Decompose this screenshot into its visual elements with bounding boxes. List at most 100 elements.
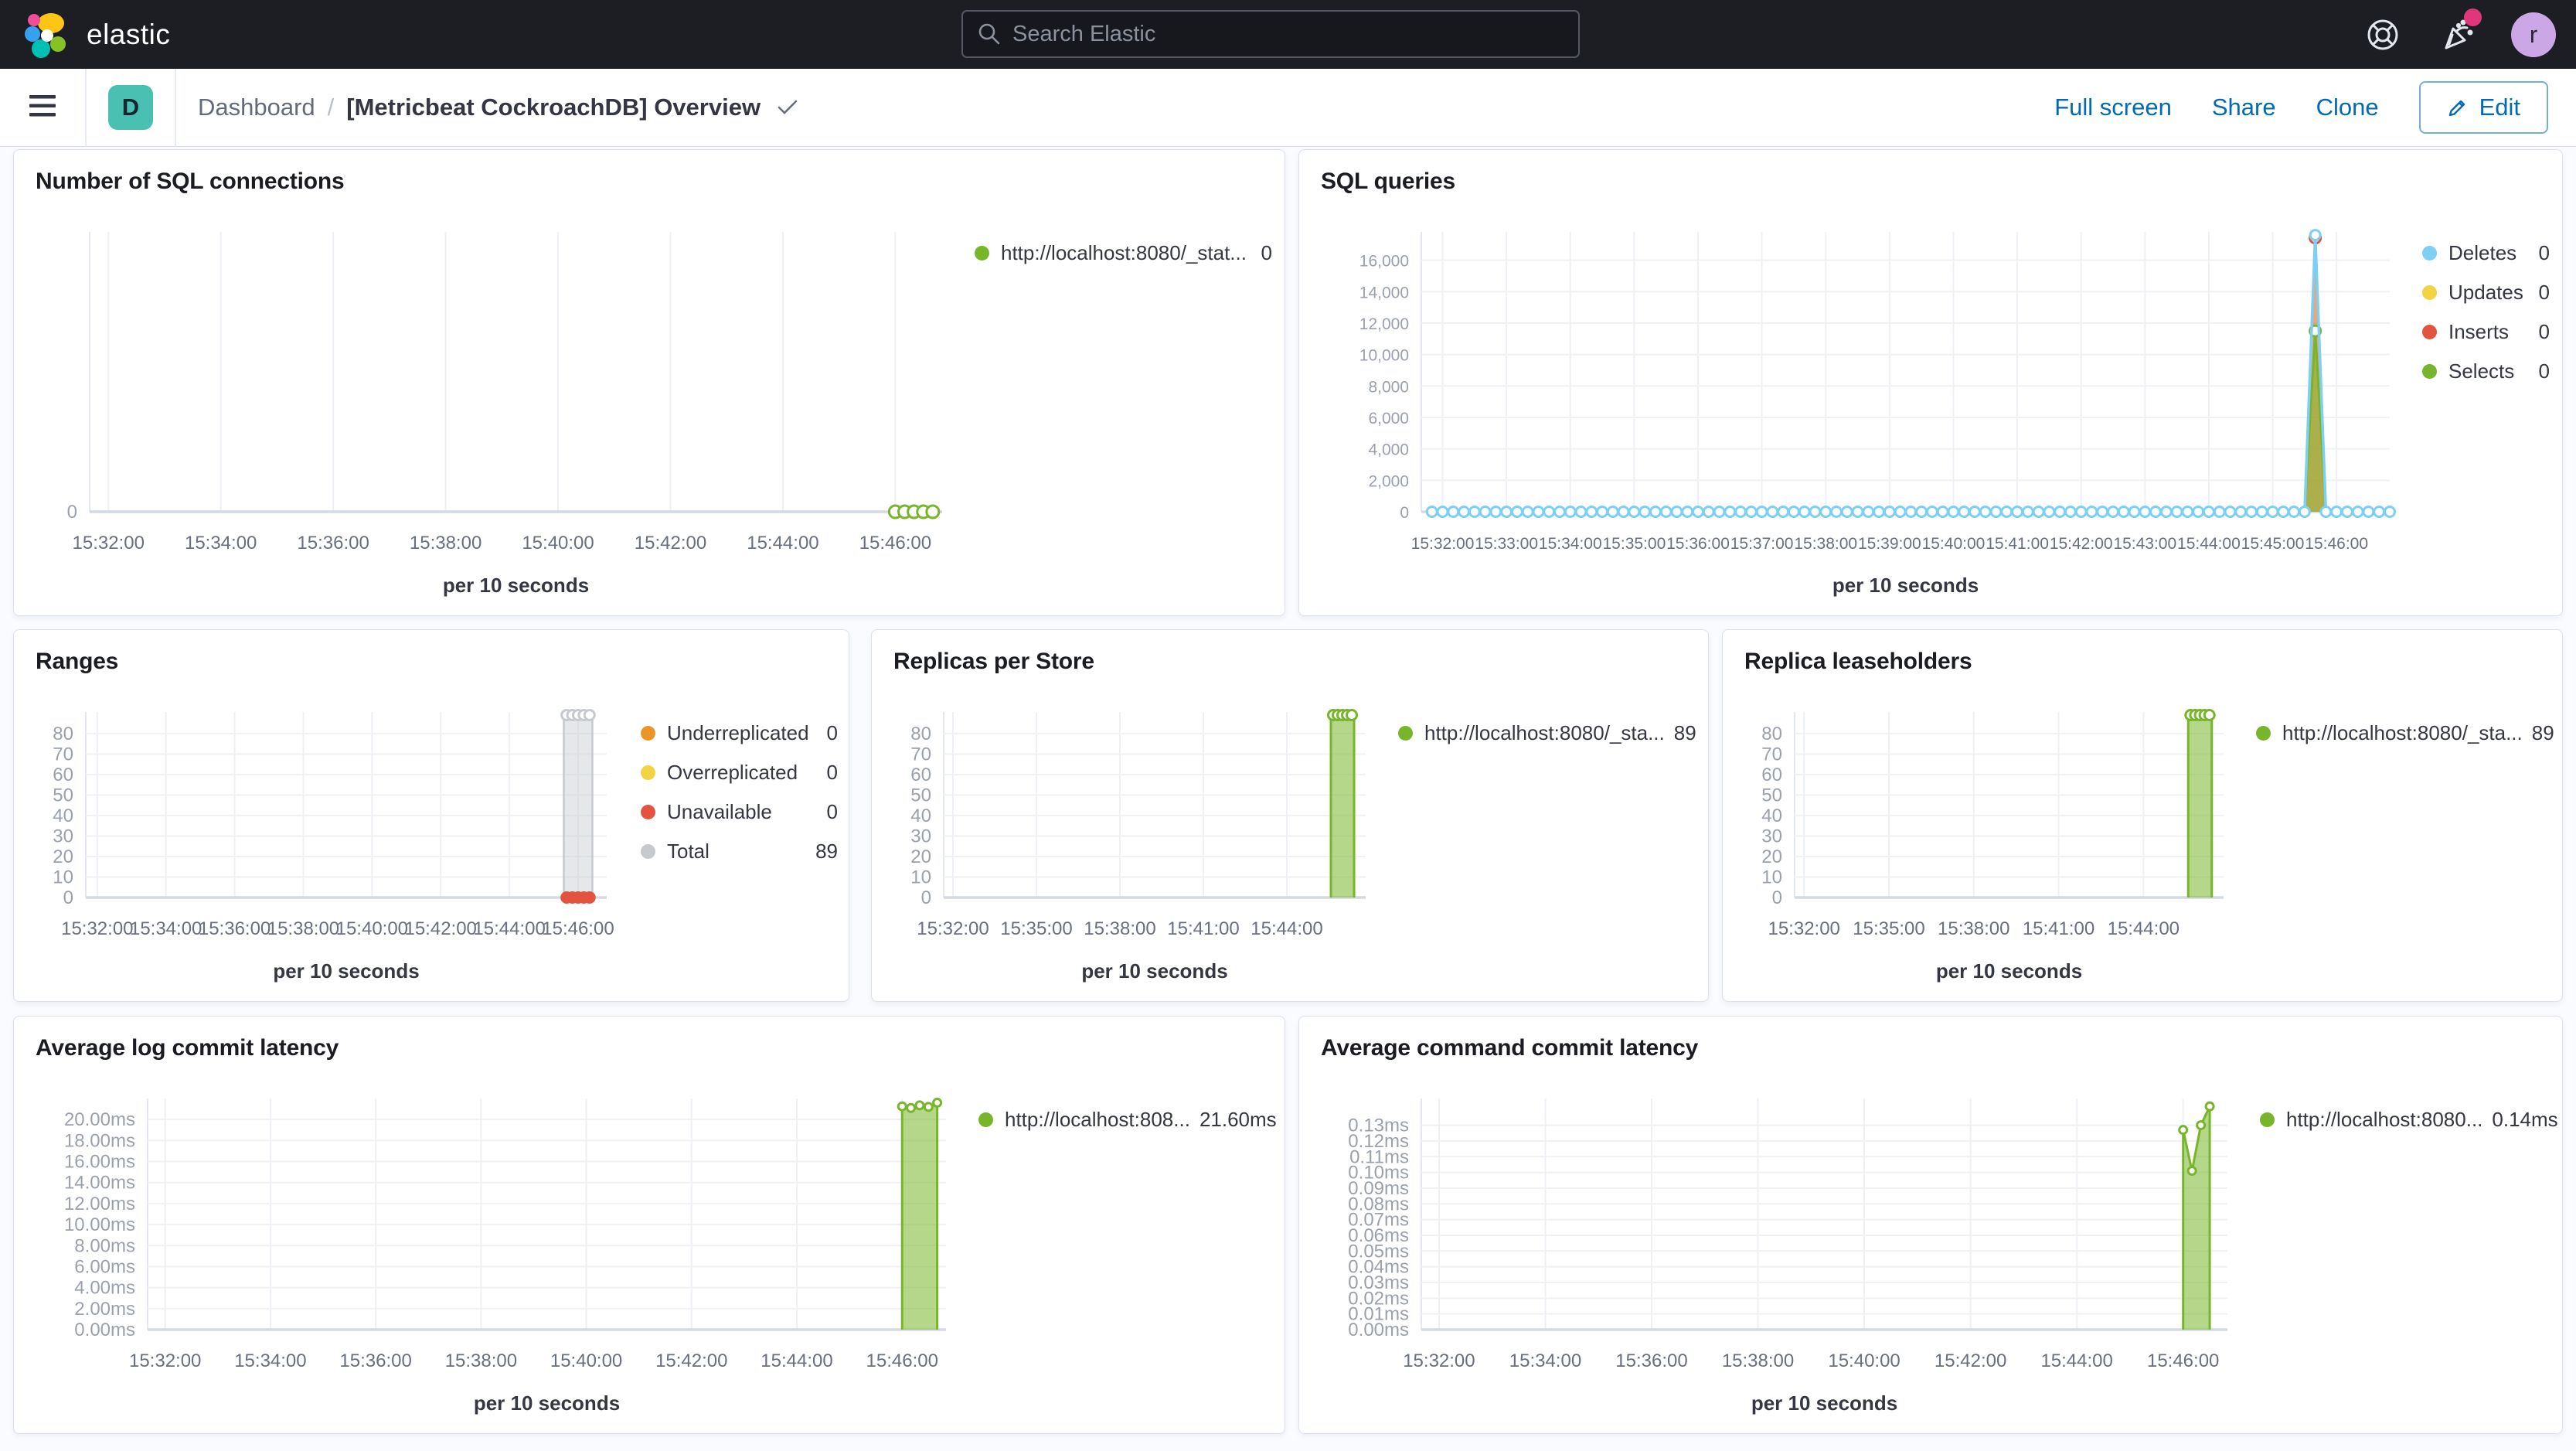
newsfeed-button[interactable]: [2437, 8, 2482, 55]
svg-text:15:32:00: 15:32:00: [61, 918, 133, 939]
svg-text:10: 10: [53, 867, 73, 887]
svg-text:per 10 seconds: per 10 seconds: [1081, 959, 1227, 983]
legend-value: 0: [2538, 320, 2550, 343]
legend-item[interactable]: http://localhost:808... 21.60ms: [978, 1108, 1277, 1132]
svg-text:per 10 seconds: per 10 seconds: [1936, 959, 2082, 983]
svg-text:15:44:00: 15:44:00: [2108, 918, 2180, 939]
legend-value: 0: [826, 721, 838, 744]
help-button[interactable]: [2363, 15, 2403, 55]
legend-item[interactable]: Updates 0: [2422, 281, 2550, 305]
elastic-brand[interactable]: elastic: [0, 10, 170, 60]
dashboard-toolbar: D Dashboard / [Metricbeat CockroachDB] O…: [0, 68, 2576, 147]
legend-swatch-icon: [2422, 246, 2437, 261]
legend-swatch-icon: [641, 726, 655, 741]
svg-text:15:41:00: 15:41:00: [2023, 918, 2094, 939]
divider: [175, 68, 176, 147]
dashboard-options-button[interactable]: [776, 98, 799, 117]
legend-item[interactable]: http://localhost:8080/_stat... 0: [975, 241, 1272, 265]
legend-item[interactable]: Inserts 0: [2422, 320, 2550, 344]
legend-label: http://localhost:8080/_sta...: [1424, 721, 1665, 744]
chart-legend: http://localhost:8080/_sta... 89: [2256, 721, 2554, 761]
svg-text:15:42:00: 15:42:00: [2050, 535, 2113, 553]
legend-item[interactable]: Unavailable 0: [641, 800, 838, 824]
svg-text:10: 10: [910, 867, 931, 887]
svg-text:4.00ms: 4.00ms: [74, 1278, 135, 1299]
svg-text:80: 80: [1761, 724, 1782, 744]
panel-title: Average command commit latency: [1321, 1035, 1699, 1061]
legend-item[interactable]: http://localhost:8080/_sta... 89: [1398, 721, 1696, 745]
svg-text:15:39:00: 15:39:00: [1858, 535, 1921, 553]
legend-item[interactable]: Deletes 0: [2422, 241, 2550, 265]
legend-label: Underreplicated: [667, 721, 809, 744]
svg-text:15:42:00: 15:42:00: [635, 533, 706, 553]
svg-text:15:35:00: 15:35:00: [1603, 535, 1666, 553]
svg-text:15:38:00: 15:38:00: [267, 918, 339, 939]
svg-text:80: 80: [910, 724, 931, 744]
panel-average-command-commit-latency: Average command commit latency 15:32:00 1…: [1298, 1016, 2563, 1434]
search-input[interactable]: [1012, 21, 1564, 47]
svg-text:30: 30: [53, 826, 73, 846]
svg-text:10,000: 10,000: [1359, 347, 1409, 365]
breadcrumb-separator: /: [327, 94, 335, 121]
legend-item[interactable]: Selects 0: [2422, 359, 2550, 383]
panel-title: Number of SQL connections: [36, 169, 345, 194]
legend-swatch-icon: [2422, 325, 2437, 339]
svg-text:20: 20: [53, 846, 73, 867]
page-title: [Metricbeat CockroachDB] Overview: [346, 94, 761, 121]
legend-value: 0: [826, 800, 838, 823]
legend-item[interactable]: http://localhost:8080... 0.14ms: [2260, 1108, 2558, 1132]
panel-replica-leaseholders: Replica leaseholders 15:32:00 15:35:00 15:…: [1722, 629, 2563, 1002]
legend-value: 0: [826, 761, 838, 784]
top-header: elastic: [0, 0, 2576, 69]
panel-title: Ranges: [36, 649, 119, 674]
svg-text:16.00ms: 16.00ms: [64, 1152, 135, 1173]
legend-item[interactable]: Total 89: [641, 840, 838, 863]
search-icon: [978, 23, 1000, 45]
svg-text:15:32:00: 15:32:00: [129, 1351, 201, 1371]
svg-text:0: 0: [63, 887, 73, 908]
chart-canvas: 15:32:00 15:34:00 15:36:00 15:38:00 15:40:00…: [20, 1068, 969, 1430]
legend-value: 89: [1673, 721, 1696, 744]
clone-link[interactable]: Clone: [2316, 94, 2379, 121]
svg-text:0.11ms: 0.11ms: [1349, 1146, 1409, 1167]
svg-text:15:35:00: 15:35:00: [1853, 918, 1924, 939]
legend-swatch-icon: [2256, 726, 2271, 741]
legend-item[interactable]: Underreplicated 0: [641, 721, 838, 745]
legend-value: 0.14ms: [2492, 1108, 2558, 1131]
legend-label: Overreplicated: [667, 761, 798, 784]
svg-text:60: 60: [53, 765, 73, 785]
legend-value: 89: [2531, 721, 2554, 744]
breadcrumb-dashboard[interactable]: Dashboard: [198, 94, 315, 121]
chart-canvas: 15:32:00 15:34:00 15:36:00 15:38:00 15:40:00…: [1305, 1068, 2251, 1430]
svg-text:18.00ms: 18.00ms: [64, 1130, 135, 1151]
legend-value: 0: [2538, 241, 2550, 264]
legend-label: http://localhost:8080/_stat...: [1001, 241, 1247, 264]
edit-button[interactable]: Edit: [2418, 81, 2548, 134]
svg-text:15:34:00: 15:34:00: [1539, 535, 1602, 553]
legend-item[interactable]: Overreplicated 0: [641, 761, 838, 785]
svg-text:0.12ms: 0.12ms: [1348, 1131, 1409, 1152]
svg-text:16,000: 16,000: [1359, 253, 1409, 271]
chart-legend: http://localhost:8080... 0.14ms: [2260, 1108, 2558, 1147]
svg-text:14,000: 14,000: [1359, 284, 1409, 301]
full-screen-link[interactable]: Full screen: [2054, 94, 2172, 121]
svg-text:per 10 seconds: per 10 seconds: [1832, 574, 1979, 597]
svg-text:15:40:00: 15:40:00: [1922, 535, 1986, 553]
user-avatar[interactable]: r: [2511, 12, 2556, 57]
panel-title: Replica leaseholders: [1744, 649, 1972, 674]
svg-text:0.05ms: 0.05ms: [1348, 1241, 1409, 1262]
share-link[interactable]: Share: [2211, 94, 2276, 121]
menu-button[interactable]: [29, 94, 59, 122]
svg-text:0: 0: [67, 502, 77, 523]
panel-title: SQL queries: [1321, 169, 1455, 194]
panel-replicas-per-store: Replicas per Store 15:32:00 15:35:00 15:38…: [871, 629, 1709, 1002]
svg-text:12.00ms: 12.00ms: [64, 1194, 135, 1214]
legend-item[interactable]: http://localhost:8080/_sta... 89: [2256, 721, 2554, 745]
global-search[interactable]: [961, 10, 1580, 58]
svg-text:15:41:00: 15:41:00: [1167, 918, 1239, 939]
legend-swatch-icon: [2260, 1112, 2275, 1127]
svg-text:15:42:00: 15:42:00: [404, 918, 476, 939]
svg-text:per 10 seconds: per 10 seconds: [474, 1391, 620, 1415]
legend-label: Updates: [2448, 281, 2523, 304]
legend-value: 0: [1261, 241, 1272, 264]
